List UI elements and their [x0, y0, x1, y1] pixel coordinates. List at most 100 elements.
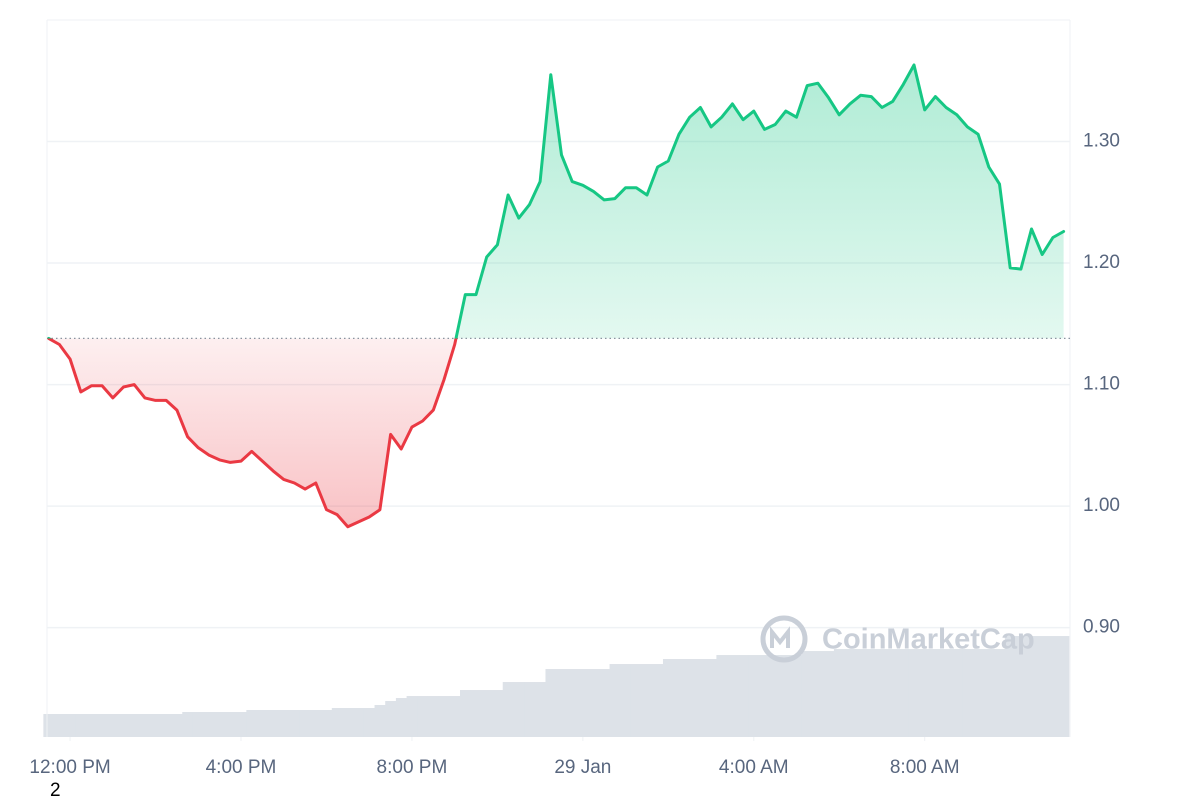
volume-bar — [43, 714, 55, 737]
volume-bar — [1058, 636, 1070, 737]
volume-bar — [224, 712, 237, 737]
volume-bar — [865, 649, 878, 737]
volume-bar — [257, 710, 269, 737]
volume-bar — [630, 664, 643, 737]
x-tick-label: 8:00 PM — [377, 757, 448, 778]
volume-bar — [353, 708, 365, 737]
volume-bar — [748, 655, 760, 737]
volume-bar — [652, 664, 664, 737]
x-tick-label: 29 Jan — [554, 757, 611, 778]
volume-bar — [128, 714, 140, 737]
volume-bar — [994, 649, 1006, 737]
y-tick-label: 0.90 — [1083, 617, 1120, 638]
volume-bar — [118, 714, 130, 737]
volume-bar — [513, 682, 525, 737]
volume-bar — [235, 712, 247, 737]
volume-bar — [695, 659, 707, 737]
volume-bar — [716, 655, 728, 737]
volume-bar — [492, 690, 504, 737]
volume-bar — [203, 712, 215, 737]
volume-bar — [673, 659, 685, 737]
volume-bar — [524, 682, 536, 737]
volume-bar — [374, 705, 386, 737]
volume-bar — [278, 710, 290, 737]
volume-bar — [684, 659, 696, 737]
volume-bar — [427, 696, 440, 737]
volume-bar — [1004, 636, 1016, 737]
volume-bar — [1015, 636, 1027, 737]
volume-bar — [246, 710, 258, 737]
volume-bar — [833, 649, 845, 737]
x-tick-label: 4:00 PM — [206, 757, 277, 778]
volume-bar — [876, 649, 888, 737]
volume-bar — [75, 714, 87, 737]
volume-bar — [705, 659, 717, 737]
volume-bar — [940, 649, 952, 737]
y-tick-label: 1.30 — [1083, 131, 1120, 152]
volume-bar — [299, 710, 311, 737]
volume-bar — [983, 649, 995, 737]
volume-bar — [139, 714, 151, 737]
volume-bar — [620, 664, 632, 737]
volume-bar — [962, 649, 974, 737]
volume-bar — [331, 708, 343, 737]
volume-bar — [363, 708, 375, 737]
volume-bar — [289, 710, 301, 737]
price-line — [47, 63, 1066, 529]
volume-bar — [727, 655, 739, 737]
volume-bar — [951, 649, 963, 737]
volume-bar — [171, 714, 183, 737]
price-area — [48, 65, 1064, 527]
y-tick-label: 1.20 — [1083, 252, 1120, 273]
volume-bar — [812, 651, 824, 737]
watermark: CoinMarketCap — [760, 615, 1035, 663]
volume-bar — [887, 649, 899, 737]
watermark-logo — [760, 615, 808, 663]
volume-bar — [449, 696, 461, 737]
y-tick-label: 1.00 — [1083, 495, 1120, 516]
y-tick-label: 1.10 — [1083, 374, 1120, 395]
volume-bar — [214, 712, 226, 737]
volume-bar — [321, 710, 333, 737]
volume-bar — [54, 714, 66, 737]
volume-bar — [566, 669, 578, 737]
volume-bar — [96, 714, 108, 737]
volume-bar — [791, 655, 803, 737]
volume-bar — [406, 696, 418, 737]
volume-bar — [801, 651, 813, 737]
volume-bar — [534, 682, 546, 737]
watermark-text: CoinMarketCap — [822, 624, 1035, 656]
volume-bar — [545, 669, 557, 737]
volume-bar — [556, 669, 568, 737]
volume-bar — [1036, 636, 1048, 737]
watermark-logo-mark — [770, 626, 790, 648]
volume-bar — [844, 649, 856, 737]
volume-bar — [598, 669, 610, 737]
volume-bar — [908, 649, 920, 737]
volume-bar — [919, 649, 931, 737]
volume-bar — [385, 701, 397, 737]
volume-bar — [930, 649, 942, 737]
volume-bar — [1047, 636, 1059, 737]
volume-bar — [641, 664, 653, 737]
volume-bar — [577, 669, 589, 737]
volume-bar — [609, 664, 621, 737]
volume-bar — [267, 710, 279, 737]
volume-bar — [481, 690, 493, 737]
x-tick-label: 12:00 PM — [29, 757, 110, 778]
volume-bar — [417, 696, 429, 737]
volume-bar — [395, 698, 407, 737]
volume-bar — [86, 714, 98, 737]
footnote: 2 — [50, 780, 61, 800]
volume-bar — [460, 690, 472, 737]
volume-bar — [64, 714, 76, 737]
volume-bar — [192, 712, 205, 737]
x-tick-label: 4:00 AM — [719, 757, 789, 778]
volume-bar — [342, 708, 354, 737]
volume-bar — [898, 649, 910, 737]
volume-bar — [1026, 636, 1038, 737]
volume-bar — [150, 714, 162, 737]
volume-bar — [310, 710, 322, 737]
